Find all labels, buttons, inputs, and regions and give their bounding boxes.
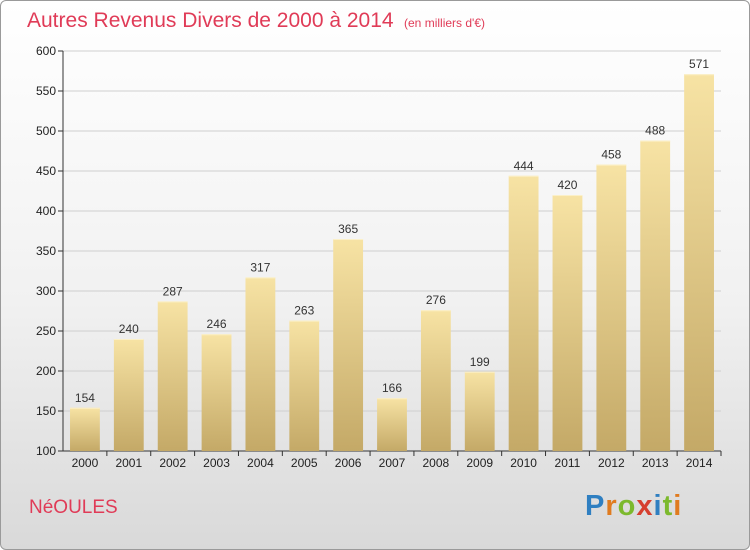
bars	[70, 74, 714, 452]
data-label: 444	[514, 159, 534, 173]
x-tick-label: 2007	[379, 456, 406, 470]
y-tick-label: 400	[36, 204, 56, 218]
x-tick-label: 2011	[555, 456, 581, 470]
data-label: 263	[294, 304, 314, 318]
x-tick-label: 2004	[247, 456, 274, 470]
logo-letter: r	[605, 490, 618, 522]
data-label: 458	[601, 148, 621, 162]
y-tick-label: 550	[36, 84, 56, 98]
x-tick-label: 2000	[72, 456, 99, 470]
chart-subtitle: (en milliers d'€)	[404, 16, 485, 30]
y-tick-label: 500	[36, 124, 56, 138]
bar	[157, 301, 188, 451]
x-tick-label: 2006	[335, 456, 362, 470]
bar	[508, 175, 539, 452]
bar	[70, 407, 100, 451]
logo-letter: x	[636, 490, 654, 522]
logo-letter: P	[585, 490, 606, 522]
y-tick-label: 200	[36, 364, 56, 378]
x-tick-label: 2010	[510, 456, 537, 470]
bar	[113, 339, 144, 451]
logo-letter: i	[673, 490, 683, 522]
x-tick-label: 2013	[642, 456, 669, 470]
bar	[420, 310, 451, 451]
x-tick-label: 2001	[115, 456, 142, 470]
data-label: 365	[338, 222, 358, 236]
y-tick-label: 300	[36, 284, 56, 298]
y-tick-label: 150	[36, 404, 56, 418]
bar	[333, 239, 364, 451]
data-labels: 154 240 287 246 317 263 365 166 276 199 444 420 458 4…	[75, 57, 709, 405]
y-tick-label: 250	[36, 324, 56, 338]
logo-letter: i	[653, 490, 663, 522]
x-tick-label: 2003	[203, 456, 230, 470]
logo-letter: t	[662, 490, 674, 522]
data-label: 317	[250, 260, 270, 274]
proxiti-logo[interactable]: Proxiti	[585, 490, 682, 523]
x-tick-label: 2002	[159, 456, 186, 470]
x-tick-label: 2012	[598, 456, 625, 470]
x-tick-label: 2005	[291, 456, 318, 470]
y-tick-label: 100	[36, 444, 56, 458]
data-label: 420	[557, 178, 577, 192]
x-tick-label: 2014	[686, 456, 713, 470]
x-tick-label: 2008	[423, 456, 450, 470]
bar	[640, 140, 671, 451]
data-label: 199	[470, 355, 490, 369]
bar	[289, 320, 320, 451]
chart-title-block: Autres Revenus Divers de 2000 à 2014 (en…	[27, 9, 485, 33]
chart-title: Autres Revenus Divers de 2000 à 2014	[27, 9, 394, 32]
bar	[245, 277, 276, 451]
bar	[596, 164, 627, 451]
bar	[552, 195, 583, 451]
y-tick-label: 600	[36, 44, 56, 58]
data-label: 240	[119, 322, 139, 336]
y-tick-label: 350	[36, 244, 56, 258]
data-label: 166	[382, 381, 402, 395]
x-tick-label: 2009	[466, 456, 493, 470]
bar	[377, 398, 407, 451]
bar	[201, 334, 232, 451]
data-label: 488	[645, 124, 665, 138]
data-label: 571	[689, 57, 709, 71]
bar	[464, 371, 495, 451]
place-name: NéOULES	[29, 497, 118, 518]
bar	[684, 74, 714, 451]
logo-letter: o	[617, 490, 637, 522]
data-label: 154	[75, 391, 95, 405]
y-tick-label: 450	[36, 164, 56, 178]
data-label: 246	[207, 317, 227, 331]
data-label: 287	[163, 284, 183, 298]
data-label: 276	[426, 293, 446, 307]
